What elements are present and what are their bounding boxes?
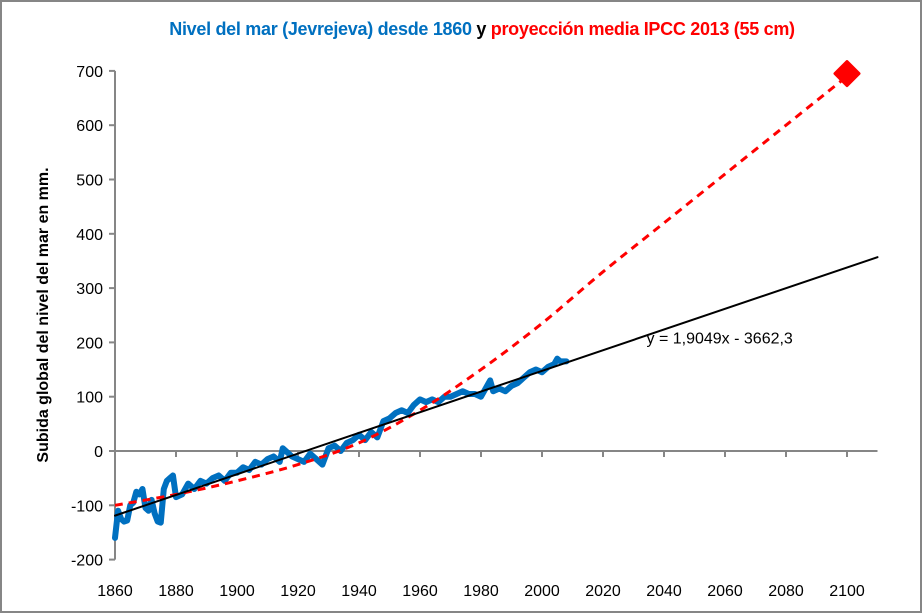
- title-part-projection: proyección media IPCC 2013 (55 cm): [490, 19, 795, 39]
- x-tick-label: 2060: [707, 583, 743, 600]
- x-tick-label: 2000: [524, 583, 560, 600]
- x-tick-label: 1860: [97, 583, 133, 600]
- series-group: [112, 60, 879, 541]
- y-tick-label: -100: [71, 498, 103, 515]
- y-tick-label: 700: [76, 64, 103, 81]
- x-tick-label: 1900: [219, 583, 255, 600]
- x-tick-label: 1960: [402, 583, 438, 600]
- x-tick-label: 1980: [463, 583, 499, 600]
- y-tick-label: -200: [71, 553, 103, 570]
- series-line-observed: [112, 355, 570, 541]
- x-tick-label: 2020: [585, 583, 621, 600]
- x-tick-label: 2100: [829, 583, 865, 600]
- trendline-equation: y = 1,9049x - 3662,3: [647, 331, 793, 348]
- y-tick-label: 0: [94, 444, 103, 461]
- y-tick-label: 200: [76, 335, 103, 352]
- y-tick-label: 400: [76, 227, 103, 244]
- title-part-observed: Nivel del mar (Jevrejeva) desde 1860: [169, 19, 472, 39]
- y-tick-label: 600: [76, 118, 103, 135]
- y-tick-label: 500: [76, 173, 103, 190]
- x-tick-label: 2040: [646, 583, 682, 600]
- x-tick-label: 1940: [341, 583, 377, 600]
- x-tick-label: 1880: [158, 583, 194, 600]
- chart-title: Nivel del mar (Jevrejeva) desde 1860 y p…: [2, 19, 922, 40]
- marker-diamond: [833, 60, 861, 88]
- series-line-projection: [114, 75, 848, 507]
- x-tick-label: 1920: [280, 583, 316, 600]
- y-axis-title: Subida global del nivel del mar en mm.: [35, 167, 52, 462]
- labels-group: -200 -100 0 100 200 300 400 500 600 700 1860 1880 19…: [35, 64, 865, 600]
- axes: [109, 69, 878, 561]
- y-tick-label: 300: [76, 281, 103, 298]
- y-tick-label: 100: [76, 390, 103, 407]
- x-tick-label: 2080: [768, 583, 804, 600]
- title-part-conjunction: y: [471, 19, 491, 39]
- series-line-trend: [114, 256, 879, 517]
